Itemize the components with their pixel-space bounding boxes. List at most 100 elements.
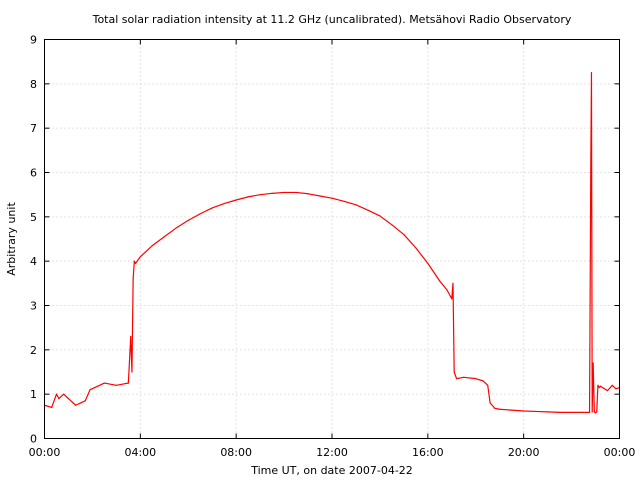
data-point — [598, 386, 600, 389]
data-point — [494, 407, 496, 409]
y-tick-label: 5 — [30, 211, 37, 224]
data-point — [582, 411, 585, 413]
x-tick-label: 00:00 — [604, 446, 636, 459]
data-point — [175, 227, 177, 229]
plot-frame — [44, 39, 620, 439]
data-point — [130, 335, 132, 338]
data-point — [67, 398, 70, 400]
data-point — [588, 411, 591, 413]
data-point — [592, 362, 594, 364]
data-point — [131, 371, 133, 373]
y-tick-label: 2 — [30, 344, 37, 357]
data-point — [271, 192, 273, 194]
data-point — [163, 236, 165, 238]
x-axis-label: Time UT, on date 2007-04-22 — [250, 464, 413, 477]
data-point — [247, 196, 249, 198]
data-point — [452, 282, 454, 284]
x-tick-label: 04:00 — [124, 446, 156, 459]
data-point — [133, 260, 135, 262]
y-tick-label: 3 — [30, 300, 37, 313]
data-point — [482, 380, 484, 382]
data-point — [223, 202, 225, 205]
data-point — [79, 402, 82, 404]
data-point — [89, 389, 91, 391]
data-point — [199, 213, 201, 215]
y-tick-label: 8 — [30, 78, 37, 91]
series-group — [43, 72, 621, 414]
data-point — [331, 197, 333, 199]
data-point — [134, 262, 137, 264]
grid — [44, 39, 620, 439]
data-point — [599, 385, 601, 387]
data-point — [455, 378, 458, 380]
data-point — [319, 195, 321, 197]
data-point — [487, 384, 489, 386]
data-point — [597, 384, 599, 386]
data-point — [235, 199, 237, 201]
data-point — [499, 408, 501, 410]
data-point — [84, 400, 86, 402]
data-point — [295, 191, 297, 194]
data-point — [379, 215, 381, 217]
data-point — [590, 72, 593, 74]
data-point — [523, 410, 525, 412]
data-point — [453, 371, 455, 373]
data-point — [403, 233, 405, 236]
data-point — [139, 256, 141, 258]
data-point — [103, 382, 105, 384]
data-point — [415, 247, 417, 249]
data-point — [511, 409, 513, 411]
data-point — [559, 411, 561, 413]
data-point — [151, 245, 153, 247]
y-tick-label: 4 — [30, 255, 37, 268]
data-point — [51, 406, 53, 409]
data-point — [475, 378, 477, 380]
x-tick-label: 20:00 — [508, 446, 540, 459]
data-point — [63, 393, 65, 395]
data-point — [367, 209, 369, 211]
y-tick-label: 7 — [30, 122, 37, 135]
data-point — [355, 204, 357, 206]
data-point — [590, 171, 592, 174]
data-point — [55, 393, 58, 395]
data-point — [606, 390, 609, 392]
data-point — [596, 411, 598, 413]
y-axis-label: Arbitrary unit — [5, 202, 18, 276]
data-point — [58, 398, 60, 400]
data-point — [535, 410, 537, 413]
y-tick-label: 0 — [30, 433, 37, 446]
data-point — [127, 382, 129, 384]
data-point — [611, 384, 613, 386]
data-point — [343, 200, 345, 202]
data-point — [489, 402, 491, 404]
data-point — [259, 194, 261, 196]
data-point — [283, 191, 285, 194]
data-point — [132, 278, 134, 280]
data-point — [547, 411, 549, 413]
data-point — [187, 219, 189, 221]
axis-ticks: 00:00 04:00 08:00 12:00 16:00 20:00 00:0001234… — [29, 34, 636, 460]
chart-title: Total solar radiation intensity at 11.2 … — [92, 13, 572, 26]
data-point — [115, 384, 117, 386]
data-point — [391, 224, 393, 226]
data-point — [451, 298, 453, 300]
data-point — [94, 386, 96, 389]
x-tick-label: 16:00 — [412, 446, 444, 459]
x-tick-label: 00:00 — [29, 446, 61, 459]
x-tick-label: 08:00 — [220, 446, 252, 459]
data-point — [463, 376, 465, 378]
y-tick-label: 9 — [30, 34, 37, 47]
data-point — [307, 193, 309, 195]
data-point — [594, 412, 597, 414]
data-point — [615, 388, 617, 390]
data-point — [570, 411, 573, 413]
data-point — [439, 280, 441, 282]
x-tick-label: 12:00 — [316, 446, 348, 459]
data-point — [446, 289, 448, 291]
data-point — [75, 404, 77, 406]
data-point — [211, 207, 213, 209]
data-point — [591, 411, 593, 413]
data-point — [427, 262, 429, 264]
y-tick-label: 6 — [30, 167, 37, 180]
